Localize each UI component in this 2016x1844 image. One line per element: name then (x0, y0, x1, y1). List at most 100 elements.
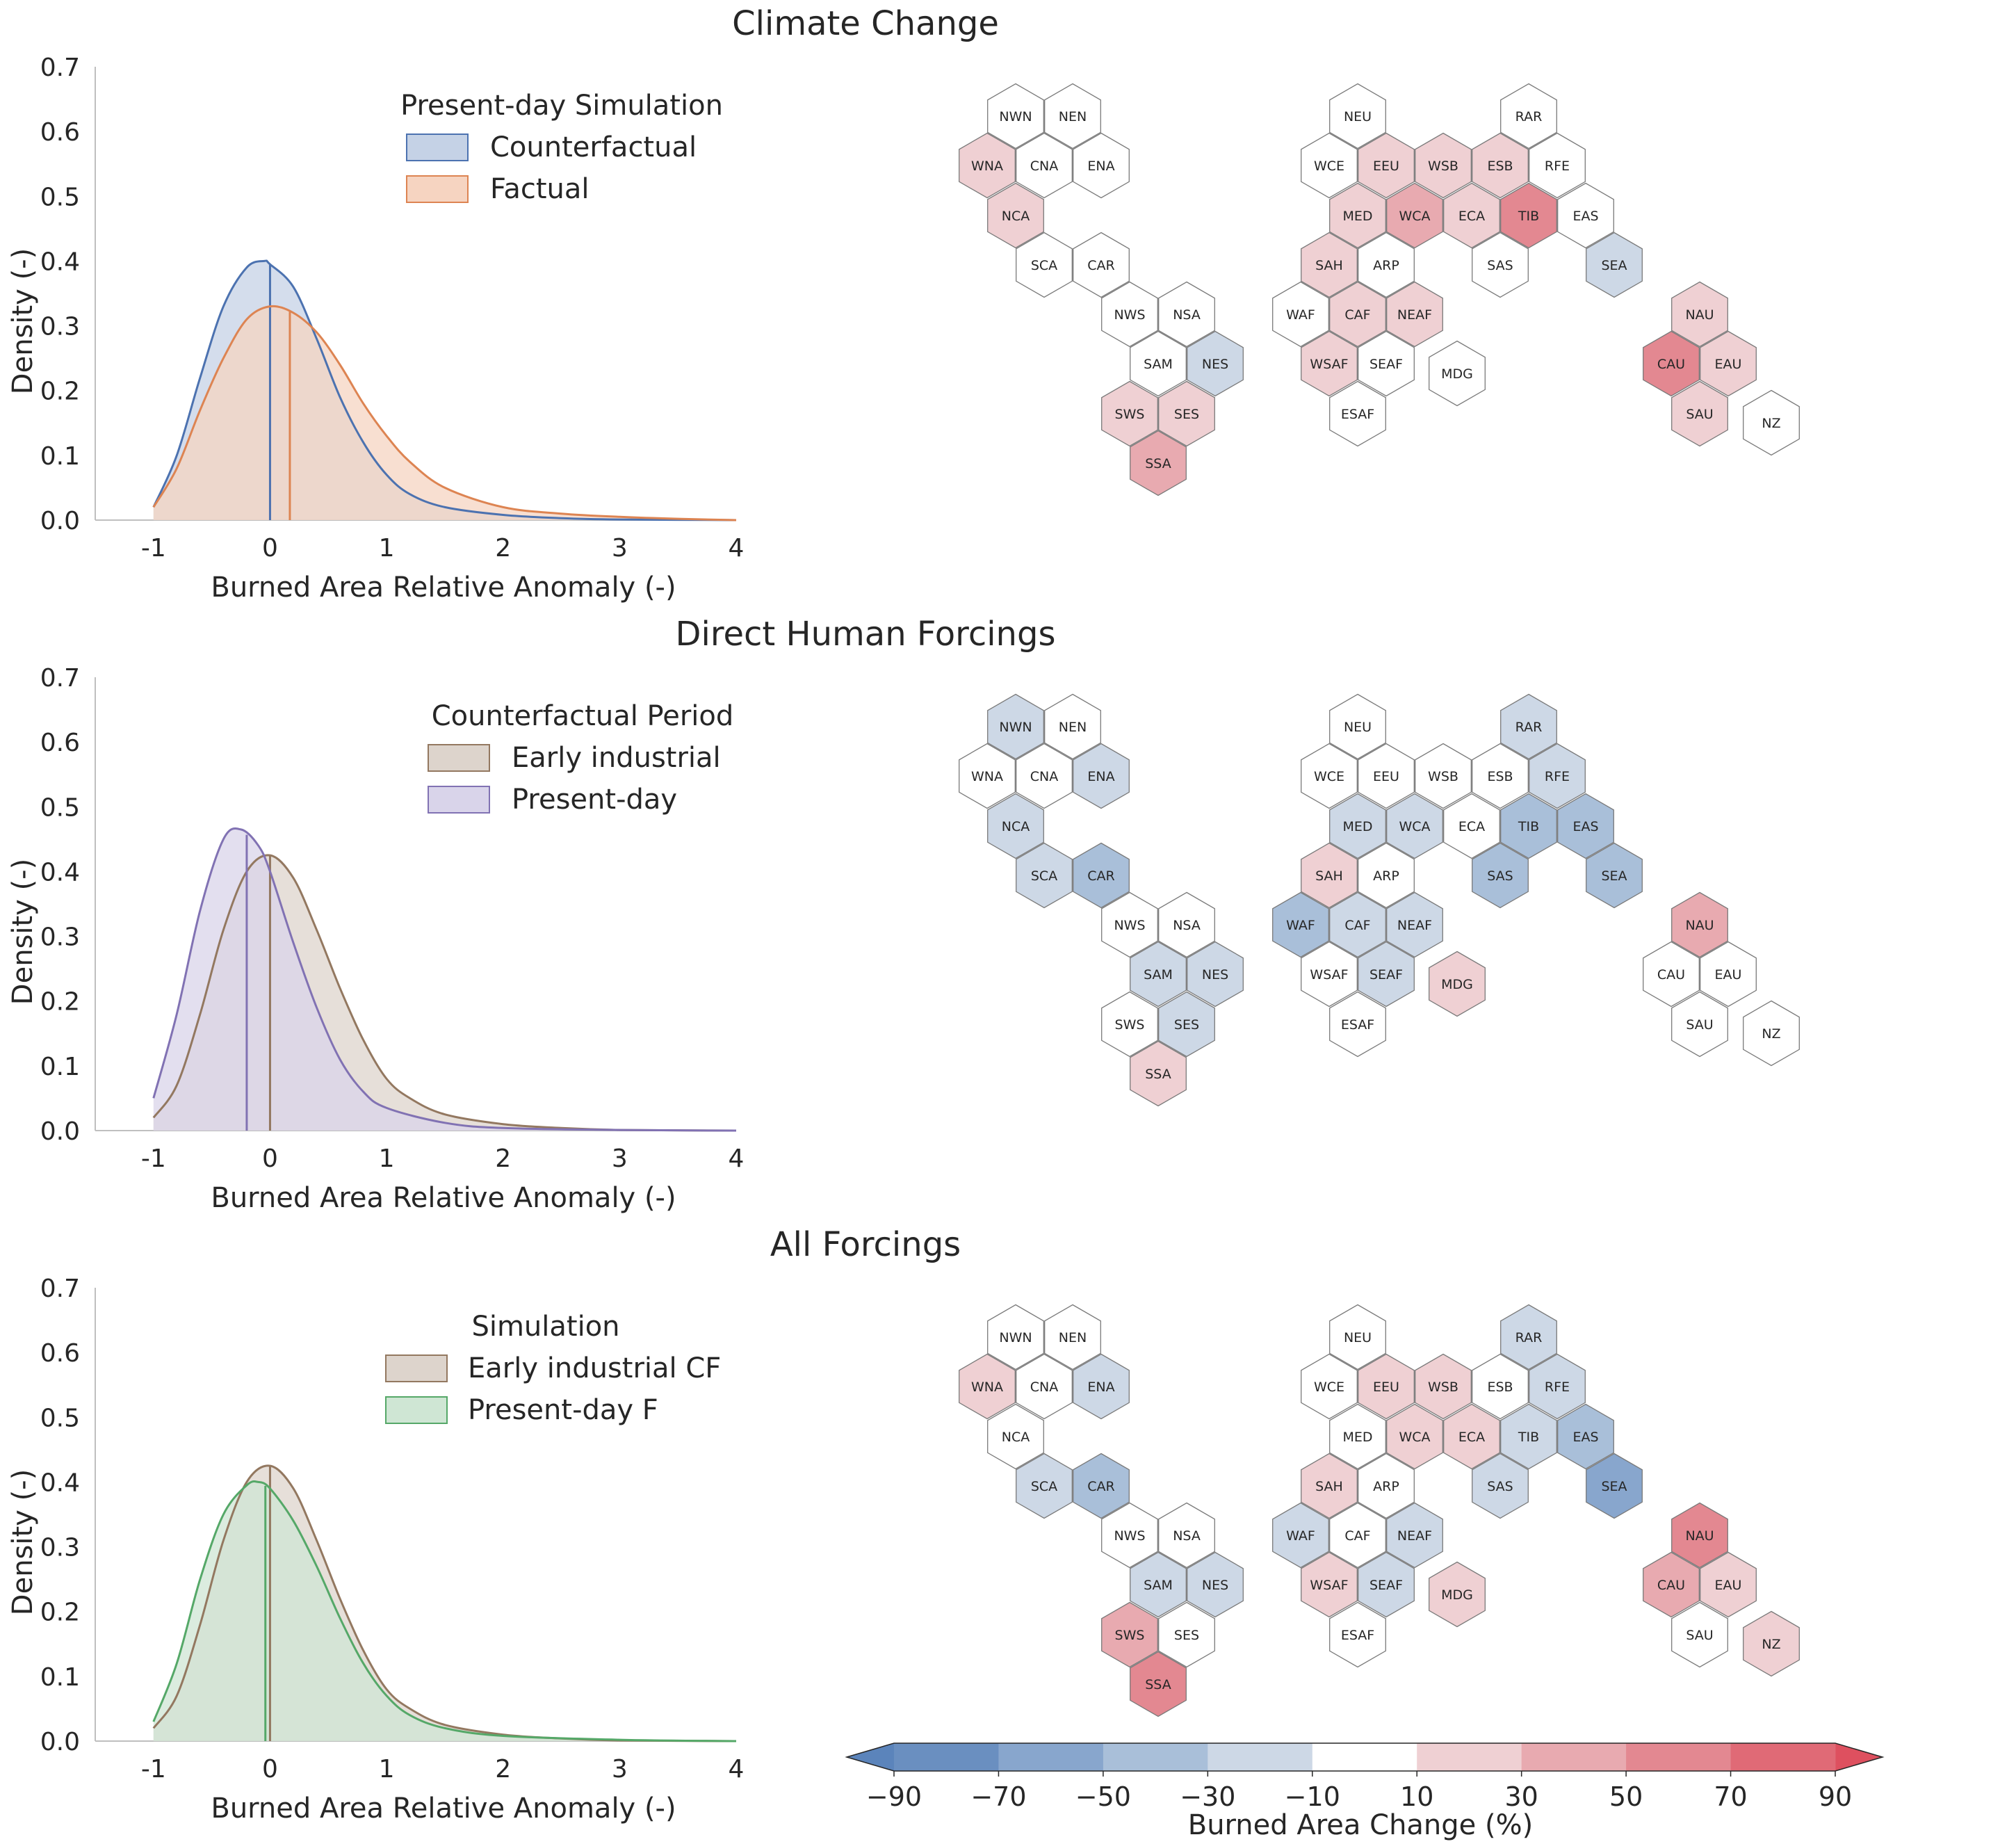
hex-label: RFE (1545, 1380, 1570, 1395)
legend-title: Simulation (471, 1311, 619, 1343)
hex-wce (1301, 132, 1358, 199)
hex-ses (1158, 380, 1215, 447)
colorbar-tick-label: 90 (1819, 1781, 1852, 1812)
hex-label: WNA (971, 1380, 1003, 1395)
legend: Present-day Simulation Counterfactual Fa… (400, 90, 723, 205)
hex-rar (1500, 83, 1557, 149)
hex-label: SES (1174, 1017, 1199, 1033)
hex-label: CAF (1344, 1528, 1370, 1544)
hex-tib (1500, 1403, 1557, 1470)
hex-label: SSA (1145, 456, 1171, 471)
legend-title: Present-day Simulation (400, 90, 723, 122)
hex-sea (1586, 842, 1643, 909)
hex-car (1073, 842, 1130, 909)
x-tick-label: 4 (729, 1145, 745, 1173)
hex-label: WSAF (1310, 1578, 1348, 1593)
x-tick-label: 3 (612, 1145, 628, 1173)
hex-label: NSA (1173, 307, 1201, 323)
hex-seaf (1358, 330, 1415, 397)
hex-label: ARP (1373, 258, 1399, 273)
x-axis-label: Burned Area Relative Anomaly (-) (211, 1793, 676, 1825)
hex-neu (1329, 693, 1386, 760)
hex-nca (987, 182, 1044, 249)
hex-car (1073, 1453, 1130, 1519)
x-tick-label: 1 (379, 1145, 395, 1173)
hex-waf (1272, 281, 1329, 348)
hex-label: NES (1202, 357, 1228, 372)
hex-wna (959, 1353, 1016, 1420)
panel-title: Direct Human Forcings (676, 615, 1056, 654)
hex-med (1329, 182, 1386, 249)
hex-label: NEAF (1397, 307, 1432, 323)
hex-label: MDG (1441, 977, 1473, 992)
density-line (152, 305, 737, 521)
hex-wsb (1415, 132, 1472, 199)
hex-wna (959, 132, 1016, 199)
colorbar-segment (1312, 1743, 1417, 1771)
colorbar-tick-label: −90 (866, 1781, 922, 1812)
hex-label: SWS (1115, 407, 1145, 422)
y-tick-label: 0.5 (40, 793, 80, 822)
hex-nes (1187, 1551, 1244, 1618)
hex-neaf (1386, 281, 1443, 348)
hex-rfe (1529, 132, 1586, 199)
hex-wsaf (1301, 941, 1358, 1008)
hex-label: EAU (1715, 1578, 1742, 1593)
colorbar-extend-high (1835, 1743, 1883, 1771)
hex-med (1329, 1403, 1386, 1470)
hex-eas (1557, 182, 1614, 249)
legend-label: Early industrial CF (468, 1352, 721, 1384)
y-tick-label: 0.5 (40, 183, 80, 211)
hex-nsa (1158, 281, 1215, 348)
density-area (153, 1481, 737, 1741)
x-tick-label: 3 (612, 534, 628, 563)
hex-ssa (1130, 430, 1187, 496)
hex-label: WCA (1399, 209, 1430, 224)
hex-label: WSB (1428, 769, 1458, 784)
hex-nen (1044, 83, 1101, 149)
hex-ena (1073, 1353, 1130, 1420)
colorbar-tick-label: 30 (1504, 1781, 1538, 1812)
x-tick-label: -1 (141, 1145, 166, 1173)
hex-ena (1073, 132, 1130, 199)
x-tick-label: 0 (262, 1755, 278, 1784)
hex-rfe (1529, 1353, 1586, 1420)
density-line (152, 259, 737, 521)
hex-eca (1443, 1403, 1500, 1470)
hex-sea (1586, 1453, 1643, 1519)
hex-label: TIB (1518, 819, 1539, 834)
hex-label: EEU (1373, 1380, 1399, 1395)
legend-swatch (385, 1354, 448, 1382)
y-tick-label: 0.0 (40, 507, 80, 535)
hex-ses (1158, 991, 1215, 1058)
hex-label: ESB (1487, 159, 1513, 174)
hex-label: RAR (1515, 720, 1543, 735)
hex-mdg (1429, 1561, 1486, 1628)
hex-arp (1358, 842, 1415, 909)
hex-caf (1329, 891, 1386, 958)
y-tick-label: 0.0 (40, 1117, 80, 1146)
hex-eas (1557, 793, 1614, 859)
hex-nes (1187, 941, 1244, 1008)
hex-label: ECA (1458, 1430, 1485, 1445)
density-line (152, 854, 737, 1132)
density-line (152, 1480, 737, 1742)
hex-label: NEU (1344, 1330, 1372, 1345)
hex-nes (1187, 330, 1244, 397)
hex-label: NWS (1114, 307, 1145, 323)
hex-sws (1101, 991, 1158, 1058)
hex-label: NAU (1685, 307, 1714, 323)
legend: Counterfactual Period Early industrial P… (428, 700, 733, 816)
x-axis-label: Burned Area Relative Anomaly (-) (211, 1182, 676, 1214)
colorbar: −90 −70 −50 −30 −10 10 30 50 70 90 (845, 1742, 1885, 1812)
hex-label: EAS (1572, 819, 1598, 834)
hex-mdg (1429, 340, 1486, 407)
hex-wce (1301, 743, 1358, 809)
colorbar-tick-label: −30 (1180, 1781, 1235, 1812)
colorbar-tick-label: −50 (1075, 1781, 1131, 1812)
y-tick-label: 0.7 (40, 1275, 80, 1303)
hex-label: ENA (1087, 159, 1114, 174)
x-tick-label: 4 (729, 1755, 745, 1784)
hex-nws (1101, 1502, 1158, 1569)
